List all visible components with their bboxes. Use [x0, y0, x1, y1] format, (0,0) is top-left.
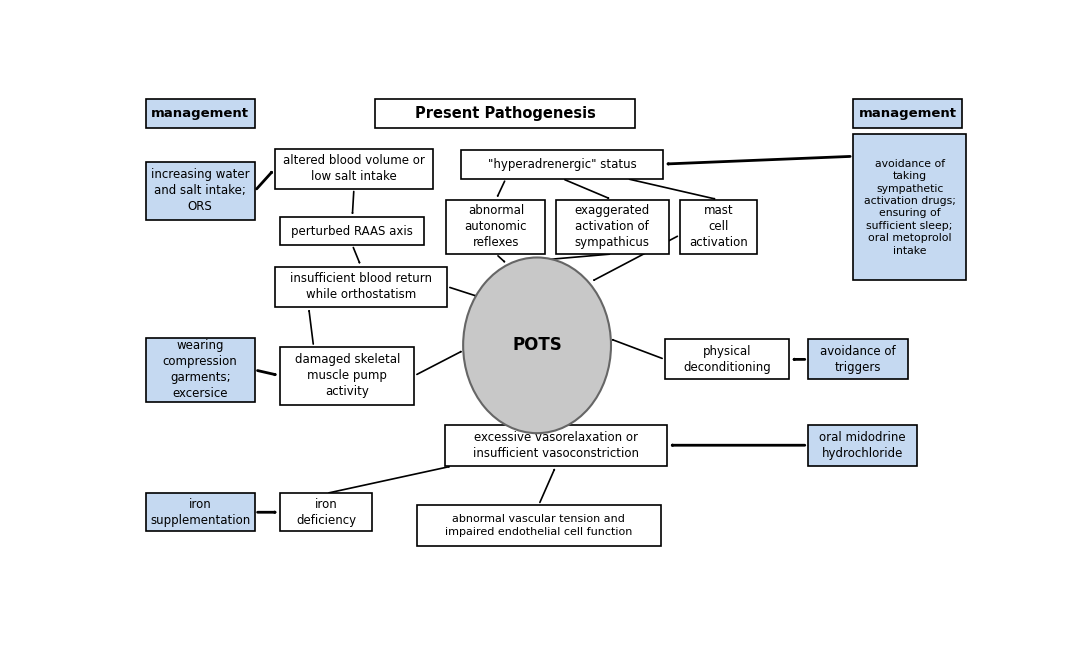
Text: insufficient blood return
while orthostatism: insufficient blood return while orthosta… [291, 272, 433, 301]
FancyBboxPatch shape [280, 217, 425, 245]
FancyBboxPatch shape [275, 149, 433, 188]
Text: avoidance of
taking
sympathetic
activation drugs;
ensuring of
sufficient sleep;
: avoidance of taking sympathetic activati… [864, 159, 956, 256]
FancyBboxPatch shape [275, 267, 448, 306]
Text: "hyperadrenergic" status: "hyperadrenergic" status [488, 158, 636, 171]
FancyBboxPatch shape [808, 424, 917, 466]
Text: abnormal vascular tension and
impaired endothelial cell function: abnormal vascular tension and impaired e… [446, 514, 632, 537]
Text: increasing water
and salt intake;
ORS: increasing water and salt intake; ORS [151, 168, 249, 213]
Text: exaggerated
activation of
sympathicus: exaggerated activation of sympathicus [575, 204, 650, 249]
Text: wearing
compression
garments;
excersice: wearing compression garments; excersice [163, 340, 237, 400]
Text: abnormal
autonomic
reflexes: abnormal autonomic reflexes [465, 204, 527, 249]
FancyBboxPatch shape [417, 505, 660, 546]
FancyBboxPatch shape [280, 347, 414, 404]
FancyBboxPatch shape [375, 99, 635, 128]
FancyBboxPatch shape [145, 338, 255, 402]
Text: excessive vasorelaxation or
insufficient vasoconstriction: excessive vasorelaxation or insufficient… [473, 431, 638, 460]
Ellipse shape [463, 258, 611, 433]
Text: damaged skeletal
muscle pump
activity: damaged skeletal muscle pump activity [295, 353, 400, 398]
FancyBboxPatch shape [462, 149, 663, 179]
Text: management: management [859, 108, 956, 121]
Text: avoidance of
triggers: avoidance of triggers [821, 345, 895, 374]
Text: iron
supplementation: iron supplementation [150, 497, 250, 527]
Text: Present Pathogenesis: Present Pathogenesis [415, 106, 595, 121]
FancyBboxPatch shape [853, 134, 966, 280]
FancyBboxPatch shape [555, 200, 669, 254]
Text: perturbed RAAS axis: perturbed RAAS axis [292, 224, 413, 237]
Text: management: management [151, 108, 249, 121]
FancyBboxPatch shape [145, 162, 255, 220]
Text: oral midodrine
hydrochloride: oral midodrine hydrochloride [818, 431, 905, 460]
Text: physical
deconditioning: physical deconditioning [683, 345, 771, 374]
FancyBboxPatch shape [853, 99, 963, 128]
FancyBboxPatch shape [680, 200, 757, 254]
Text: altered blood volume or
low salt intake: altered blood volume or low salt intake [283, 154, 425, 183]
Text: mast
cell
activation: mast cell activation [689, 204, 748, 249]
FancyBboxPatch shape [145, 494, 255, 531]
Text: iron
deficiency: iron deficiency [296, 497, 357, 527]
Text: POTS: POTS [513, 336, 562, 354]
FancyBboxPatch shape [145, 99, 255, 128]
FancyBboxPatch shape [664, 339, 789, 379]
FancyBboxPatch shape [447, 200, 545, 254]
FancyBboxPatch shape [280, 494, 373, 531]
FancyBboxPatch shape [808, 339, 908, 379]
FancyBboxPatch shape [444, 424, 668, 466]
